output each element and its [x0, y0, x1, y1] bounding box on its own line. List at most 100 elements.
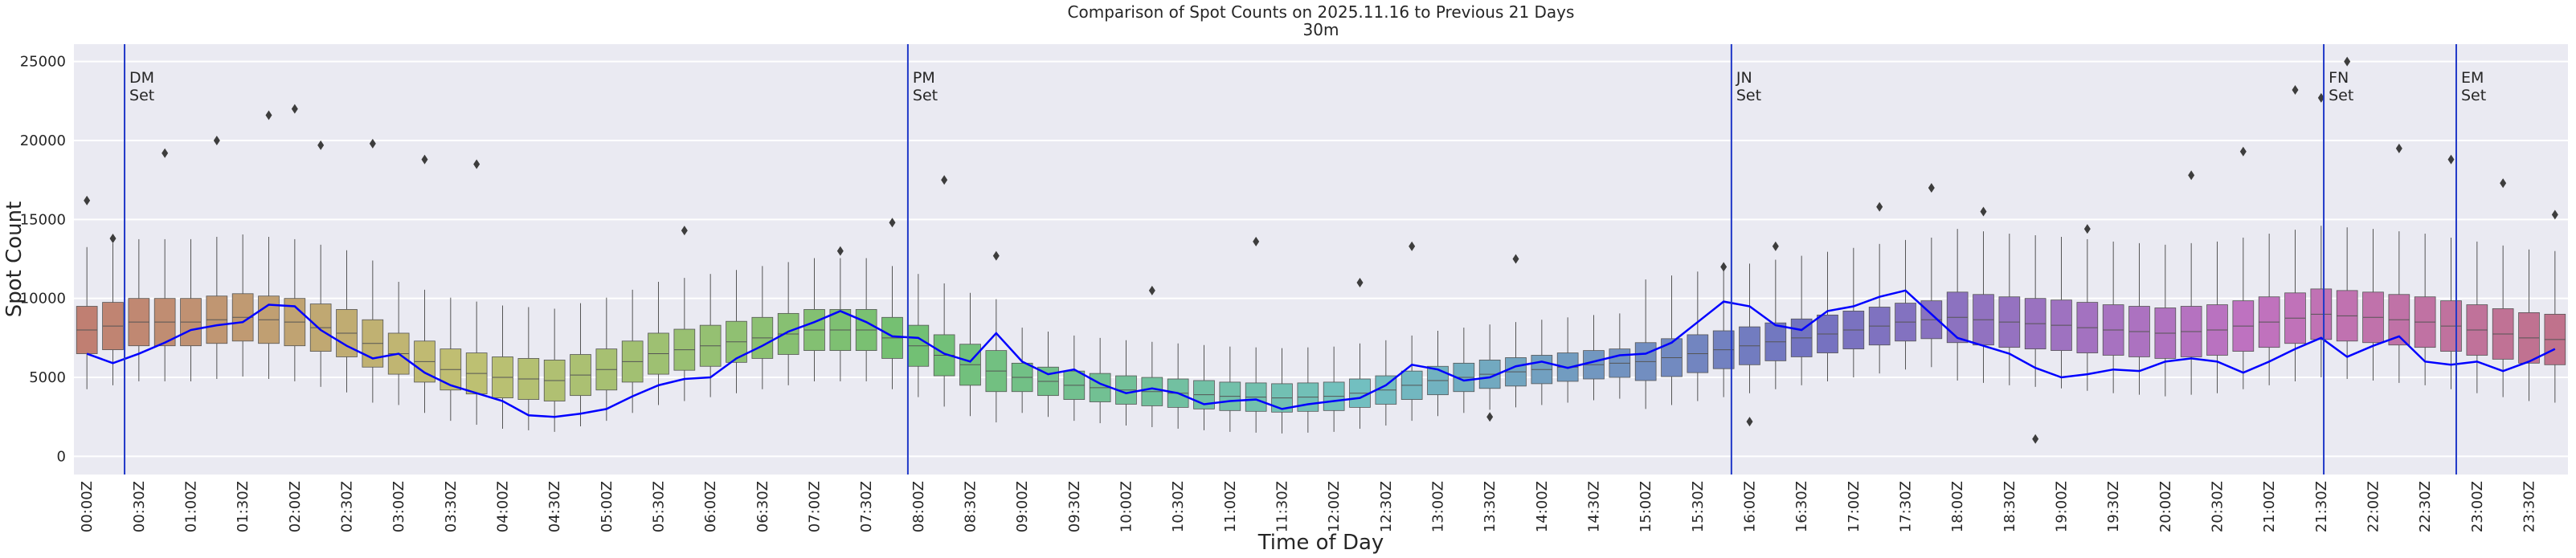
outlier: [1253, 236, 1260, 246]
x-tick-label: 05:30Z: [651, 481, 668, 532]
y-tick-label: 0: [57, 448, 66, 465]
outlier: [162, 148, 169, 158]
outlier: [317, 140, 325, 150]
x-tick-label: 11:00Z: [1222, 481, 1239, 532]
outlier: [941, 175, 948, 185]
x-tick-label: 12:30Z: [1378, 481, 1395, 532]
x-tick-label: 12:00Z: [1326, 481, 1343, 532]
x-tick-label: 06:00Z: [702, 481, 719, 532]
outlier: [2447, 154, 2455, 165]
outlier: [369, 138, 376, 149]
outlier: [1720, 262, 1728, 272]
x-tick-label: 20:00Z: [2157, 481, 2174, 532]
x-tick-label: 19:30Z: [2105, 481, 2122, 532]
outlier: [2032, 434, 2039, 444]
outlier: [889, 218, 896, 228]
x-tick-label: 02:00Z: [287, 481, 304, 532]
x-tick-label: 02:30Z: [339, 481, 356, 532]
outlier: [1928, 182, 1935, 193]
x-tick-label: 11:30Z: [1274, 481, 1291, 532]
outlier: [1876, 202, 1883, 212]
y-axis-label: Spot Count: [2, 202, 27, 318]
x-tick-label: 18:00Z: [1949, 481, 1966, 532]
x-tick-label: 00:00Z: [79, 481, 96, 532]
x-tick-label: 07:30Z: [858, 481, 875, 532]
outlier: [1512, 254, 1519, 264]
x-tick-label: 14:00Z: [1534, 481, 1551, 532]
x-tick-label: 06:30Z: [754, 481, 771, 532]
plot-area: [74, 44, 2568, 475]
event-label: Set: [2329, 87, 2353, 104]
outlier: [2239, 146, 2247, 157]
outlier: [2551, 210, 2558, 220]
chart-subtitle: 30m: [1303, 20, 1339, 39]
x-tick-label: 00:30Z: [131, 481, 148, 532]
outlier: [1148, 285, 1155, 295]
outlier: [1356, 278, 1364, 288]
x-tick-label: 10:00Z: [1118, 481, 1135, 532]
x-tick-label: 10:30Z: [1170, 481, 1187, 532]
event-label: EM: [2461, 69, 2484, 87]
x-tick-label: 23:00Z: [2469, 481, 2486, 532]
x-axis-label: Time of Day: [1257, 531, 1384, 555]
outlier: [109, 233, 117, 243]
outlier: [213, 135, 220, 145]
chart-title: Comparison of Spot Counts on 2025.11.16 …: [1068, 2, 1575, 22]
outlier: [2083, 224, 2091, 234]
outlier: [1409, 241, 1416, 251]
x-tick-label: 21:00Z: [2261, 481, 2278, 532]
event-label: Set: [2461, 87, 2486, 104]
outlier: [473, 159, 480, 169]
x-tick-label: 08:30Z: [963, 481, 979, 532]
x-tick-label: 09:30Z: [1066, 481, 1083, 532]
x-tick-label: 16:00Z: [1742, 481, 1759, 532]
outlier: [992, 250, 1000, 261]
x-tick-label: 14:30Z: [1586, 481, 1603, 532]
x-tick-label: 17:30Z: [1898, 481, 1915, 532]
y-tick-label: 10000: [20, 291, 66, 308]
outlier: [1980, 206, 1987, 217]
x-tick-label: 13:30Z: [1482, 481, 1499, 532]
outlier: [1772, 241, 1779, 251]
event-label: DM: [129, 69, 154, 87]
outlier: [681, 226, 688, 236]
x-tick-label: 22:00Z: [2365, 481, 2382, 532]
y-tick-label: 15000: [20, 211, 66, 228]
today-line: [86, 289, 2556, 418]
event-label: JN: [1736, 69, 1752, 87]
x-tick-label: 01:30Z: [235, 481, 251, 532]
event-label: PM: [913, 69, 935, 87]
outlier: [2344, 56, 2351, 67]
outlier: [421, 154, 428, 165]
x-tick-label: 04:30Z: [546, 481, 563, 532]
x-tick-label: 04:00Z: [495, 481, 512, 532]
x-tick-label: 19:00Z: [2054, 481, 2071, 532]
x-tick-label: 09:00Z: [1014, 481, 1031, 532]
outlier: [291, 104, 298, 114]
x-tick-label: 15:30Z: [1690, 481, 1707, 532]
x-tick-label: 07:00Z: [807, 481, 824, 532]
event-label: Set: [1736, 87, 1761, 104]
x-tick-label: 18:30Z: [2002, 481, 2018, 532]
x-tick-label: 22:30Z: [2417, 481, 2434, 532]
event-label: Set: [913, 87, 938, 104]
x-tick-label: 23:30Z: [2521, 481, 2538, 532]
x-tick-label: 17:00Z: [1846, 481, 1862, 532]
x-tick-label: 01:00Z: [183, 481, 200, 532]
outlier: [2317, 92, 2325, 103]
outlier: [2188, 170, 2195, 181]
outlier: [1486, 412, 1494, 422]
outlier: [836, 246, 844, 256]
event-label: FN: [2329, 69, 2349, 87]
event-label: Set: [129, 87, 154, 104]
x-tick-label: 05:00Z: [599, 481, 615, 532]
x-tick-label: 03:00Z: [390, 481, 407, 532]
x-tick-label: 08:00Z: [910, 481, 927, 532]
outlier: [2395, 143, 2402, 153]
x-tick-label: 16:30Z: [1793, 481, 1810, 532]
outlier: [2292, 85, 2299, 96]
outlier: [265, 110, 272, 120]
x-tick-label: 03:30Z: [443, 481, 460, 532]
